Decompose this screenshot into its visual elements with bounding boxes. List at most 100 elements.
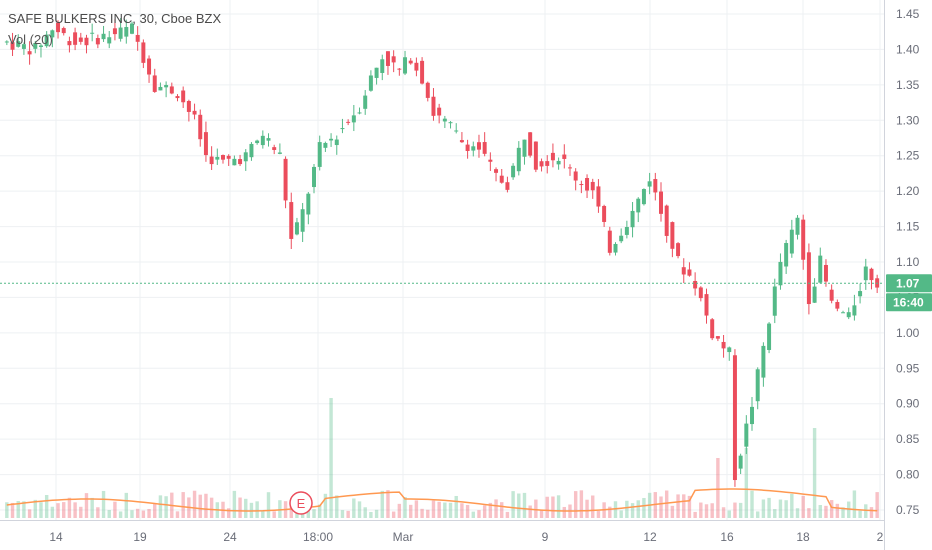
- volume-bar: [517, 493, 521, 518]
- volume-bar: [352, 498, 356, 518]
- volume-bar: [84, 493, 89, 518]
- x-tick-label: 18: [796, 530, 810, 544]
- candle-body: [124, 27, 129, 37]
- y-tick-label: 1.40: [896, 42, 920, 56]
- candle-body: [158, 86, 163, 91]
- volume-bar: [864, 504, 868, 518]
- volume-bar: [699, 502, 703, 518]
- volume-bar: [238, 497, 242, 518]
- candle-body: [306, 193, 311, 215]
- candle-body: [329, 138, 334, 141]
- candle-body: [56, 22, 61, 33]
- volume-bar: [659, 496, 663, 518]
- volume-bar: [113, 501, 117, 518]
- candle-body: [852, 305, 857, 316]
- volume-bar: [10, 502, 15, 518]
- volume-bar: [437, 501, 441, 518]
- candle-body: [528, 132, 533, 156]
- candle-body: [238, 159, 243, 165]
- candle-body: [152, 75, 157, 92]
- volume-bar: [528, 505, 532, 518]
- volume-bar: [818, 505, 822, 518]
- candle-body: [221, 155, 225, 160]
- volume-bar: [50, 506, 55, 518]
- x-tick-label: 18:00: [303, 530, 333, 544]
- volume-bar: [426, 509, 430, 518]
- volume-bar: [727, 510, 731, 518]
- candle-body: [112, 28, 117, 35]
- candle-body: [255, 140, 260, 144]
- volume-bar: [409, 504, 413, 518]
- candle-body: [505, 182, 510, 190]
- volume-bar: [755, 511, 760, 518]
- volume-bar: [198, 494, 202, 518]
- candle-body: [215, 156, 220, 160]
- volume-bar: [494, 499, 498, 518]
- volume-bar: [181, 492, 185, 518]
- volume-bar: [312, 509, 316, 518]
- candle-body: [300, 209, 305, 232]
- candle-body: [698, 287, 703, 299]
- candle-body: [385, 51, 390, 66]
- candle-body: [664, 205, 669, 236]
- candle-body: [641, 189, 646, 205]
- volume-bar: [130, 510, 134, 518]
- candle-body: [539, 161, 544, 167]
- x-tick-label: 19: [133, 530, 147, 544]
- candle-body: [391, 56, 396, 63]
- y-tick-label: 0.95: [896, 361, 920, 375]
- volume-bar: [761, 499, 766, 518]
- volume-bar: [505, 511, 510, 518]
- volume-bar: [721, 507, 726, 518]
- y-tick-label: 1.15: [896, 220, 920, 234]
- candle-body: [209, 156, 214, 165]
- candle-body: [101, 33, 106, 40]
- candle-body: [129, 23, 134, 34]
- volume-bar: [454, 495, 458, 518]
- candle-body: [846, 312, 851, 318]
- volume-bar: [716, 458, 720, 518]
- candle-body: [44, 34, 49, 47]
- candle-body: [169, 86, 174, 94]
- candle-body: [516, 147, 521, 172]
- volume-bar: [420, 508, 424, 518]
- volume-bar: [357, 501, 362, 518]
- volume-bar: [664, 490, 669, 518]
- y-tick-label: 1.25: [896, 149, 920, 163]
- volume-bar: [670, 505, 675, 518]
- volume-bar: [784, 500, 788, 518]
- volume-bar: [73, 502, 77, 518]
- y-tick-label: 0.75: [896, 503, 920, 517]
- volume-bar: [33, 499, 37, 518]
- candle-body: [16, 41, 21, 47]
- candle-body: [442, 118, 447, 122]
- candle-body: [448, 122, 453, 124]
- candle-body: [482, 142, 487, 154]
- candle-body: [50, 30, 55, 38]
- candle-body: [175, 96, 180, 99]
- candle-body: [141, 42, 146, 63]
- candle-body: [670, 222, 675, 249]
- candle-body: [562, 154, 567, 159]
- volume-bar: [391, 511, 396, 518]
- candle-body: [835, 302, 840, 309]
- candle-body: [727, 347, 732, 353]
- candle-body: [755, 369, 760, 402]
- candle-body: [431, 96, 436, 116]
- candle-body: [659, 191, 663, 214]
- candle-body: [829, 289, 834, 301]
- volume-bar: [676, 494, 680, 518]
- y-tick-label: 1.45: [896, 7, 920, 21]
- candle-body: [636, 198, 641, 213]
- candle-body: [425, 82, 430, 98]
- volume-bar: [96, 507, 100, 518]
- candle-body: [573, 171, 578, 181]
- y-tick-label: 1.00: [896, 326, 920, 340]
- volume-bar: [414, 500, 419, 518]
- volume-bar: [67, 497, 72, 518]
- candle-body: [602, 205, 607, 222]
- candle-body: [147, 58, 152, 75]
- volume-bar: [403, 497, 407, 518]
